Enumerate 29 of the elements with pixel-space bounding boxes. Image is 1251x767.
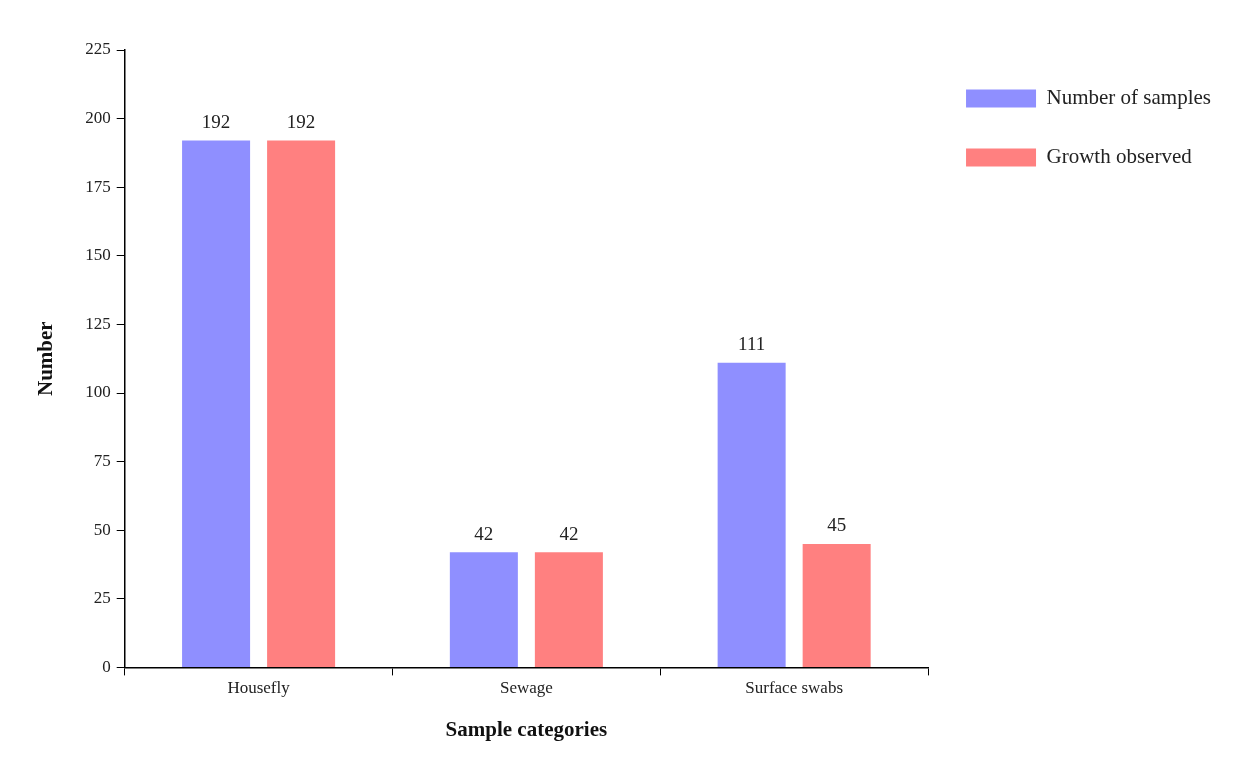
x-tick-label: Sewage (499, 678, 553, 698)
legend-label: Growth observed (1046, 144, 1193, 169)
y-tick-label: 50 (93, 519, 111, 539)
bar (717, 362, 786, 667)
bar (449, 552, 518, 667)
data-label: 192 (286, 111, 316, 133)
data-label: 42 (474, 522, 494, 544)
bar (802, 543, 871, 667)
y-tick-label: 0 (102, 656, 111, 676)
y-tick-label: 25 (93, 588, 111, 608)
bar (182, 140, 251, 667)
y-tick-label: 125 (85, 313, 111, 333)
y-tick-label: 75 (93, 451, 111, 471)
data-label: 42 (559, 522, 579, 544)
bar (534, 552, 603, 667)
bar (267, 140, 336, 667)
legend-label: Number of samples (1046, 85, 1212, 110)
y-axis-title: Number (33, 321, 58, 397)
y-tick-label: 175 (85, 176, 111, 196)
y-tick-label: 200 (85, 108, 111, 128)
x-tick-label: Housefly (227, 678, 291, 698)
y-tick-label: 150 (85, 245, 111, 265)
x-axis-title: Sample categories (445, 716, 608, 741)
data-label: 45 (827, 514, 847, 536)
data-label: 192 (201, 111, 231, 133)
y-tick-label: 100 (85, 382, 111, 402)
y-tick-label: 225 (85, 39, 111, 59)
data-label: 111 (738, 333, 766, 355)
x-tick-label: Surface swabs (745, 678, 844, 698)
